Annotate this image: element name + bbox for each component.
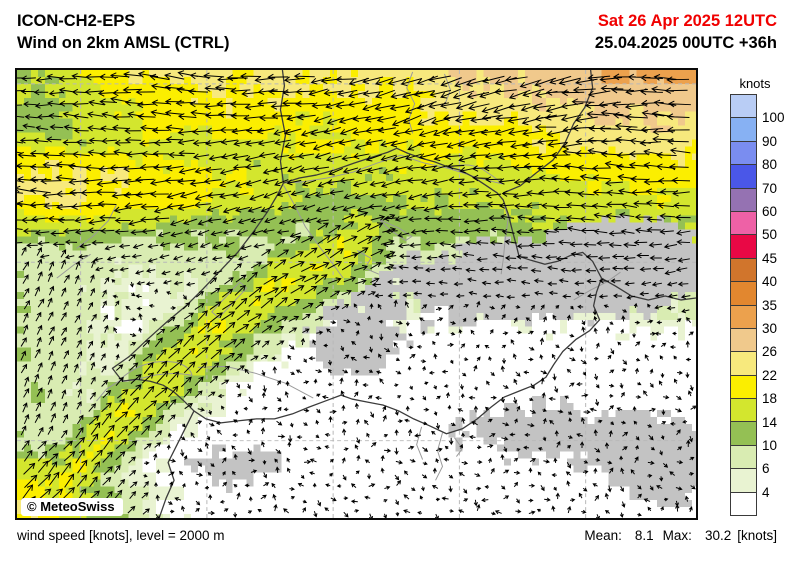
legend-colorbar <box>730 94 757 517</box>
legend-label: 35 <box>762 297 778 313</box>
legend-label: 26 <box>762 344 778 360</box>
legend-swatch <box>730 468 757 493</box>
legend-swatch <box>730 210 757 236</box>
legend-swatch <box>730 374 757 400</box>
legend-label: 22 <box>762 367 778 383</box>
legend-label: 4 <box>762 484 770 500</box>
mean-label: Mean: <box>584 528 622 543</box>
units-label: [knots] <box>737 528 777 543</box>
legend-label: 40 <box>762 274 778 290</box>
header-right: Sat 26 Apr 2025 12UTC 25.04.2025 00UTC +… <box>595 10 777 54</box>
legend-label: 80 <box>762 157 778 173</box>
run-info: 25.04.2025 00UTC +36h <box>594 34 777 52</box>
legend-swatch <box>730 491 757 517</box>
product-name: Wind on 2km AMSL (CTRL) <box>17 34 230 52</box>
legend-label: 90 <box>762 133 778 149</box>
legend-label: 45 <box>762 250 778 266</box>
legend-swatch <box>730 164 757 189</box>
legend-label: 50 <box>762 227 778 243</box>
copyright-badge: © MeteoSwiss <box>21 498 123 516</box>
legend-label: 18 <box>762 391 778 407</box>
legend-label: 6 <box>762 461 770 477</box>
max-label: Max: <box>662 528 692 543</box>
legend-swatch <box>730 444 757 470</box>
speed-field <box>17 70 696 518</box>
legend-swatch <box>730 187 757 212</box>
legend-swatch <box>730 94 757 119</box>
legend-label: 70 <box>762 180 778 196</box>
legend-swatch <box>730 117 757 142</box>
legend-swatch <box>730 327 757 353</box>
legend-label: 10 <box>762 438 778 453</box>
country-borders <box>111 70 696 518</box>
wind-map-canvas <box>17 70 696 518</box>
header-left: ICON-CH2-EPS Wind on 2km AMSL (CTRL) <box>17 10 230 54</box>
legend-swatch <box>730 421 757 446</box>
wind-arrows <box>17 70 696 518</box>
legend-swatch <box>730 140 757 166</box>
legend-swatch <box>730 257 757 283</box>
legend-swatch <box>730 281 757 306</box>
legend-swatch <box>730 304 757 329</box>
valid-time: Sat 26 Apr 2025 12UTC <box>597 12 777 30</box>
footer-stats: Mean: 8.1 Max: 30.2 [knots] <box>584 528 777 543</box>
legend-label: 14 <box>762 414 778 430</box>
legend-title: knots <box>739 76 771 91</box>
model-name: ICON-CH2-EPS <box>17 12 136 30</box>
legend-label: 60 <box>762 204 778 219</box>
map-frame: © MeteoSwiss <box>15 68 698 520</box>
footer-variable-label: wind speed [knots], level = 2000 m <box>17 528 225 543</box>
mean-value: 8.1 <box>634 528 654 543</box>
legend-label: 30 <box>762 321 778 336</box>
legend-swatch <box>730 234 757 259</box>
max-value: 30.2 <box>704 528 732 543</box>
legend-swatch <box>730 351 757 376</box>
legend-label: 100 <box>762 110 785 126</box>
legend-swatch <box>730 398 757 423</box>
